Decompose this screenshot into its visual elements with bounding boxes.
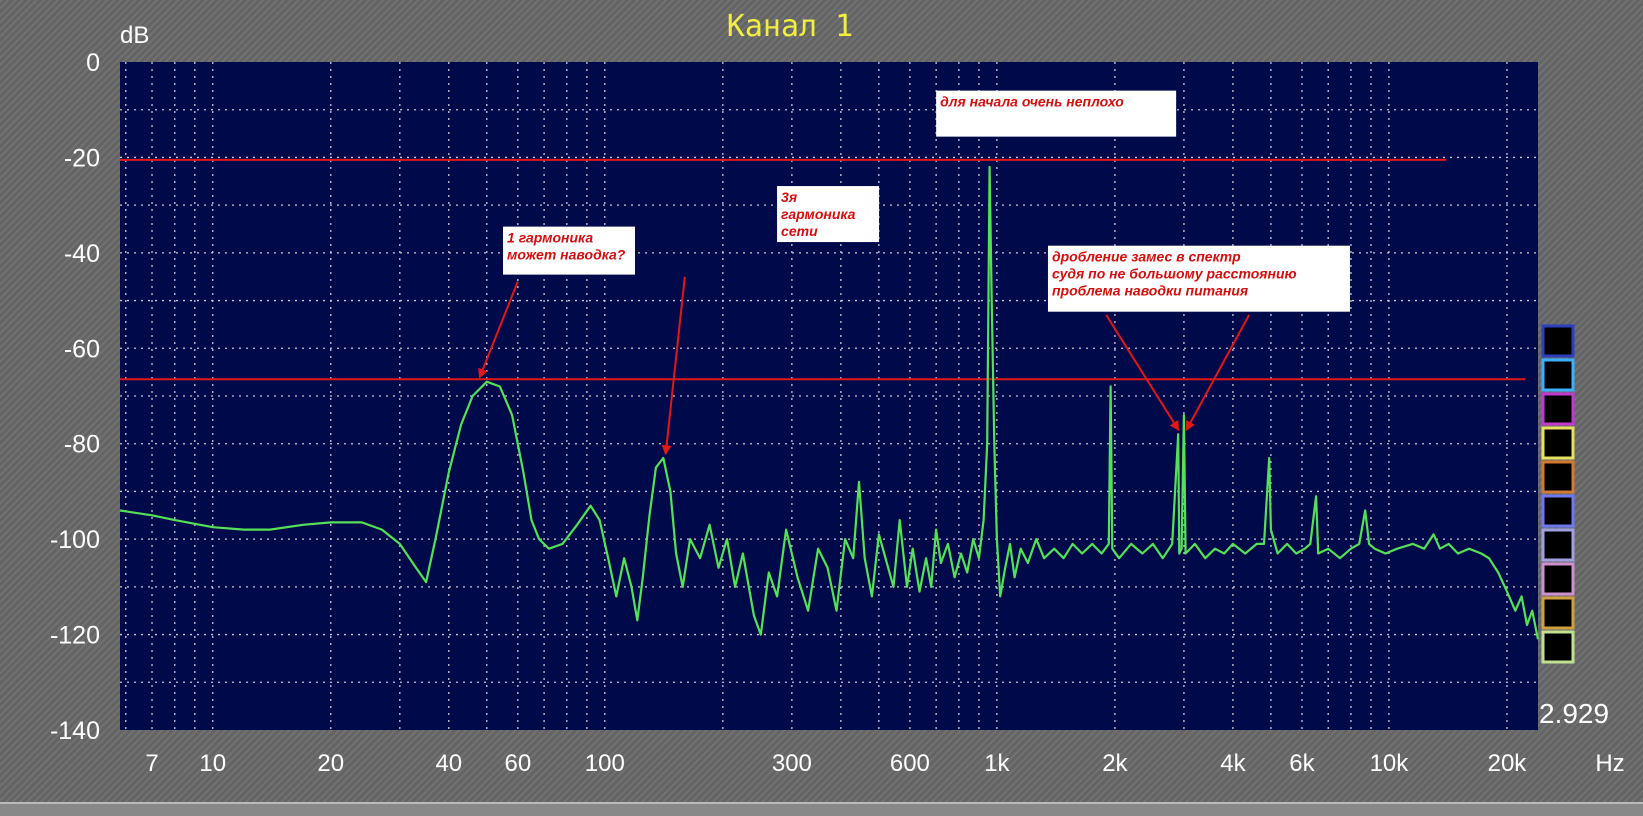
- series-group: [119, 165, 1540, 640]
- annotation-text: судя по не большому расстоянию: [1052, 266, 1297, 282]
- x-tick-label: 20: [317, 750, 344, 777]
- channel-swatch[interactable]: [1541, 596, 1575, 630]
- y-tick-label: -20: [64, 144, 100, 172]
- annotation-arrow: [1185, 314, 1251, 432]
- annotation-text: дробление замес в спектр: [1052, 249, 1241, 265]
- annotation-text: 3я: [781, 189, 797, 205]
- channel-swatch[interactable]: [1541, 358, 1575, 392]
- x-tick-label: 20k: [1488, 750, 1528, 777]
- x-tick-label: 1k: [984, 750, 1010, 777]
- spectrum-line: [119, 165, 1540, 640]
- channel-swatch[interactable]: [1541, 460, 1575, 494]
- channel-swatch[interactable]: [1541, 392, 1575, 426]
- channel-swatch[interactable]: [1541, 528, 1575, 562]
- annotation-text: гармоника: [781, 206, 856, 222]
- y-tick-label: 0: [86, 49, 100, 77]
- x-tick-label: 7: [145, 750, 158, 777]
- x-tick-label: 10: [199, 750, 226, 777]
- y-tick-label: -40: [64, 240, 100, 268]
- chart-title: Канал 1: [727, 9, 853, 44]
- x-tick-label: 40: [435, 750, 462, 777]
- annotation-text: может наводка?: [507, 247, 626, 263]
- x-tick-label: 600: [890, 750, 930, 777]
- annotation-text: проблема наводки питания: [1052, 283, 1248, 299]
- annotation-arrow: [1105, 314, 1180, 432]
- channel-legend[interactable]: [1541, 324, 1575, 664]
- annotation-text: для начала очень неплохо: [940, 94, 1124, 110]
- x-tick-label: 6k: [1289, 750, 1315, 777]
- annotation-box: [1047, 245, 1350, 312]
- y-tick-labels: 0 -20 -40 -60 -80 -100 -120 -140: [50, 49, 100, 745]
- y-tick-label: -120: [50, 622, 100, 650]
- reference-lines: [120, 158, 1526, 381]
- x-tick-label: 2k: [1102, 750, 1128, 777]
- x-tick-label: 60: [504, 750, 531, 777]
- annotation-arrow: [478, 281, 519, 379]
- annotation-box: [777, 186, 880, 243]
- status-bar: [0, 802, 1643, 816]
- y-tick-label: -140: [50, 717, 100, 745]
- channel-swatch[interactable]: [1541, 324, 1575, 358]
- x-tick-label: 300: [772, 750, 812, 777]
- annotation-box: [503, 226, 636, 275]
- x-tick-label: 10k: [1370, 750, 1410, 777]
- annotation-text: 1 гармоника: [507, 230, 593, 246]
- annotation-arrow: [661, 276, 686, 456]
- x-tick-label: 4k: [1220, 750, 1246, 777]
- y-axis-label: dB: [120, 22, 149, 49]
- channel-swatch[interactable]: [1541, 630, 1575, 664]
- annotation-box: [936, 90, 1177, 137]
- y-tick-label: -60: [64, 335, 100, 363]
- channel-swatch[interactable]: [1541, 426, 1575, 460]
- channel-swatch[interactable]: [1541, 494, 1575, 528]
- x-tick-labels: 7 10 20 40 60 100 300 600 1k 2k 4k 6k 10k 20k: [145, 750, 1527, 777]
- y-tick-label: -100: [50, 526, 100, 554]
- readout-value: 2.929: [1539, 698, 1609, 729]
- annotation-text: сети: [781, 223, 818, 239]
- channel-swatch[interactable]: [1541, 562, 1575, 596]
- x-axis-unit: Hz: [1595, 750, 1624, 777]
- y-tick-label: -80: [64, 431, 100, 459]
- x-tick-label: 100: [585, 750, 625, 777]
